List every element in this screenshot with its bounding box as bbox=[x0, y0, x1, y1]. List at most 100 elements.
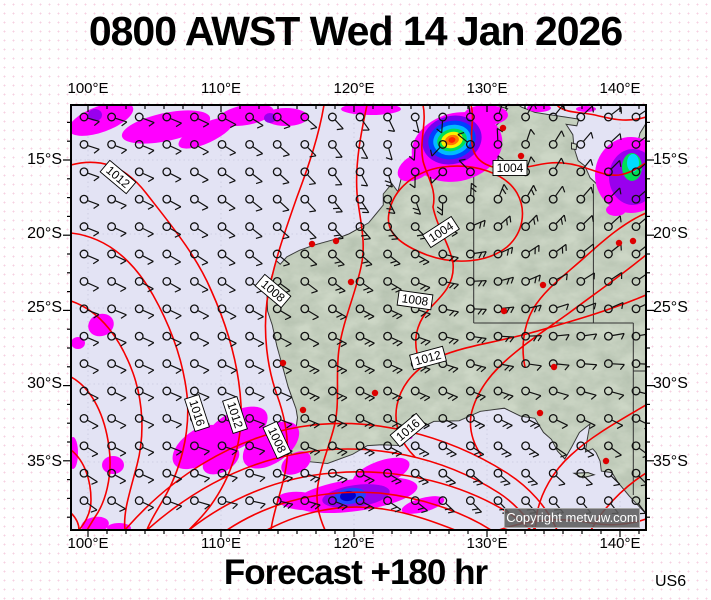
wind-barb bbox=[603, 133, 622, 149]
wind-barb bbox=[576, 131, 594, 149]
wind-barb bbox=[245, 112, 264, 129]
isobar-label: 1012 bbox=[222, 395, 248, 435]
wind-barb bbox=[79, 194, 100, 210]
wind-barb bbox=[162, 139, 182, 155]
wind-barb bbox=[493, 246, 514, 259]
wind-barb bbox=[458, 158, 475, 177]
wind-barb bbox=[493, 127, 504, 149]
wind-barb bbox=[576, 214, 594, 232]
wind-barb bbox=[493, 386, 514, 401]
wind-barb bbox=[217, 112, 237, 129]
wind-barb bbox=[521, 359, 542, 371]
wind-barb bbox=[107, 386, 127, 402]
wind-barb bbox=[327, 496, 348, 511]
wind-barb bbox=[603, 468, 621, 487]
wind-barb bbox=[272, 331, 292, 348]
wind-barb bbox=[327, 167, 343, 186]
wind-barb bbox=[217, 139, 236, 156]
wind-barb bbox=[245, 468, 266, 483]
wind-barb bbox=[603, 160, 622, 177]
wind-barb bbox=[79, 359, 99, 375]
svg-text:1012: 1012 bbox=[413, 348, 443, 369]
wind-barb bbox=[79, 331, 100, 347]
station-dot bbox=[500, 307, 508, 315]
wind-barb bbox=[383, 194, 396, 215]
wind-barb bbox=[79, 249, 100, 265]
wind-barb bbox=[383, 222, 399, 240]
precipitation-blob bbox=[281, 451, 311, 475]
wind-barb bbox=[327, 413, 348, 429]
wind-barb bbox=[327, 304, 347, 321]
wind-barb bbox=[383, 441, 402, 457]
isobar-line bbox=[469, 254, 646, 456]
wind-barb bbox=[521, 128, 536, 149]
wind-barb bbox=[162, 496, 183, 511]
wind-barb bbox=[107, 276, 127, 293]
wind-barb bbox=[327, 386, 348, 402]
wind-barb bbox=[465, 468, 484, 486]
precipitation-blob bbox=[202, 445, 240, 475]
wind-barb bbox=[465, 441, 485, 458]
precipitation-blob bbox=[71, 105, 134, 136]
wind-barb bbox=[493, 468, 511, 486]
wind-barb bbox=[603, 187, 622, 204]
wind-barb bbox=[383, 386, 403, 402]
station-dot bbox=[536, 409, 544, 417]
wind-barb bbox=[576, 186, 594, 204]
wind-barb bbox=[548, 243, 567, 259]
wind-barb bbox=[548, 303, 570, 314]
precipitation-blob bbox=[341, 105, 401, 115]
wind-barb bbox=[79, 222, 100, 237]
wind-barb bbox=[272, 468, 293, 483]
wind-barb bbox=[465, 386, 486, 401]
wind-barb bbox=[134, 413, 155, 429]
wind-barb bbox=[576, 105, 594, 122]
wind-barb bbox=[355, 468, 375, 485]
wind-barb bbox=[162, 194, 182, 211]
isobar-line bbox=[264, 105, 325, 530]
wind-barb bbox=[107, 468, 126, 485]
wind-barb bbox=[493, 331, 515, 343]
map-frame bbox=[70, 104, 647, 531]
wind-barb bbox=[383, 331, 403, 347]
wind-barb bbox=[300, 331, 320, 348]
model-run-label: US6 bbox=[655, 573, 687, 590]
wind-barb bbox=[521, 185, 537, 204]
isobar-label: 1012 bbox=[409, 345, 447, 371]
lat-label-left: 15°S bbox=[27, 151, 62, 168]
wind-barb bbox=[217, 496, 238, 510]
precipitation-blob bbox=[464, 105, 508, 125]
svg-text:1008: 1008 bbox=[401, 291, 430, 309]
wind-barb bbox=[107, 496, 126, 513]
wind-barb bbox=[189, 304, 209, 320]
axis-ticks bbox=[63, 105, 654, 537]
wind-barb bbox=[79, 386, 99, 402]
wind-barb bbox=[162, 167, 182, 183]
wind-barb bbox=[107, 222, 127, 238]
wind-barb bbox=[465, 359, 487, 373]
wind-barb bbox=[493, 215, 512, 232]
wind-barb bbox=[217, 441, 238, 456]
wind-barb bbox=[603, 386, 625, 400]
wind-barb bbox=[245, 304, 264, 321]
isobar-line bbox=[387, 165, 524, 262]
wind-barb bbox=[410, 112, 420, 134]
wind-barb bbox=[300, 304, 319, 321]
isobar-line bbox=[71, 512, 80, 530]
wind-barb bbox=[79, 441, 99, 458]
wind-barb bbox=[603, 413, 624, 430]
wind-barb bbox=[327, 112, 344, 131]
wind-barb bbox=[272, 112, 291, 130]
wind-barb bbox=[576, 243, 595, 259]
wind-barb bbox=[245, 441, 266, 456]
wind-barb bbox=[162, 331, 182, 347]
lat-label-right: 20°S bbox=[653, 225, 688, 242]
wind-barb bbox=[465, 219, 486, 232]
wind-barb bbox=[355, 276, 374, 294]
wind-barb bbox=[272, 304, 292, 321]
station-dot bbox=[371, 389, 379, 397]
wind-barb bbox=[245, 359, 265, 375]
wind-barb bbox=[189, 194, 209, 211]
precipitation-blob bbox=[448, 137, 456, 143]
